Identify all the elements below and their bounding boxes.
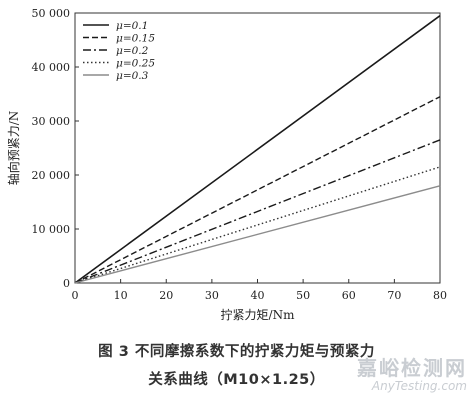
figure-caption-line2: 关系曲线（M10×1.25） xyxy=(148,372,325,388)
chart-area: 0 10 20 30 40 50 60 70 80 0 10 000 20 000 30 000 40 0… xyxy=(6,7,448,322)
y-tick-label: 50 000 xyxy=(32,7,71,20)
legend-label-1: μ=0.1 xyxy=(116,20,148,32)
y-tick-label: 0 xyxy=(63,277,70,290)
series-line-3 xyxy=(74,139,441,284)
y-tick-label: 10 000 xyxy=(32,223,71,236)
legend-label-5: μ=0.3 xyxy=(116,70,149,82)
watermark: 嘉峪检测网 AnyTesting.com xyxy=(357,352,467,393)
x-tick-label: 10 xyxy=(114,289,128,302)
series-line-4 xyxy=(74,166,441,284)
ticks: 0 10 20 30 40 50 60 70 80 0 10 000 20 000 30 000 40 0… xyxy=(32,7,448,302)
x-tick-label: 80 xyxy=(433,289,447,302)
x-tick-label: 20 xyxy=(159,289,173,302)
y-tick-label: 30 000 xyxy=(32,115,71,128)
x-tick-label: 50 xyxy=(296,289,310,302)
legend-label-2: μ=0.15 xyxy=(116,33,155,45)
legend-label-3: μ=0.2 xyxy=(116,45,149,57)
x-tick-label: 60 xyxy=(342,289,356,302)
series-line-2 xyxy=(74,96,441,284)
y-tick-label: 20 000 xyxy=(32,169,71,182)
x-tick-label: 40 xyxy=(251,289,265,302)
series-line-5 xyxy=(74,185,441,284)
x-tick-label: 70 xyxy=(387,289,401,302)
series-lines xyxy=(74,15,441,284)
figure-caption-line1: 图 3 不同摩擦系数下的拧紧力矩与预紧力 xyxy=(98,344,375,360)
x-axis-label: 拧紧力矩/Nm xyxy=(221,308,296,322)
watermark-cn: 嘉峪检测网 xyxy=(357,356,467,380)
y-tick-label: 40 000 xyxy=(32,61,71,74)
y-axis-label: 轴向预紧力/N xyxy=(6,111,21,186)
series-line-1 xyxy=(74,15,441,284)
watermark-en: AnyTesting.com xyxy=(371,379,467,393)
legend: μ=0.1μ=0.15μ=0.2μ=0.25μ=0.3 xyxy=(83,20,155,82)
x-tick-label: 0 xyxy=(72,289,79,302)
x-tick-label: 30 xyxy=(205,289,219,302)
legend-label-4: μ=0.25 xyxy=(116,58,155,70)
